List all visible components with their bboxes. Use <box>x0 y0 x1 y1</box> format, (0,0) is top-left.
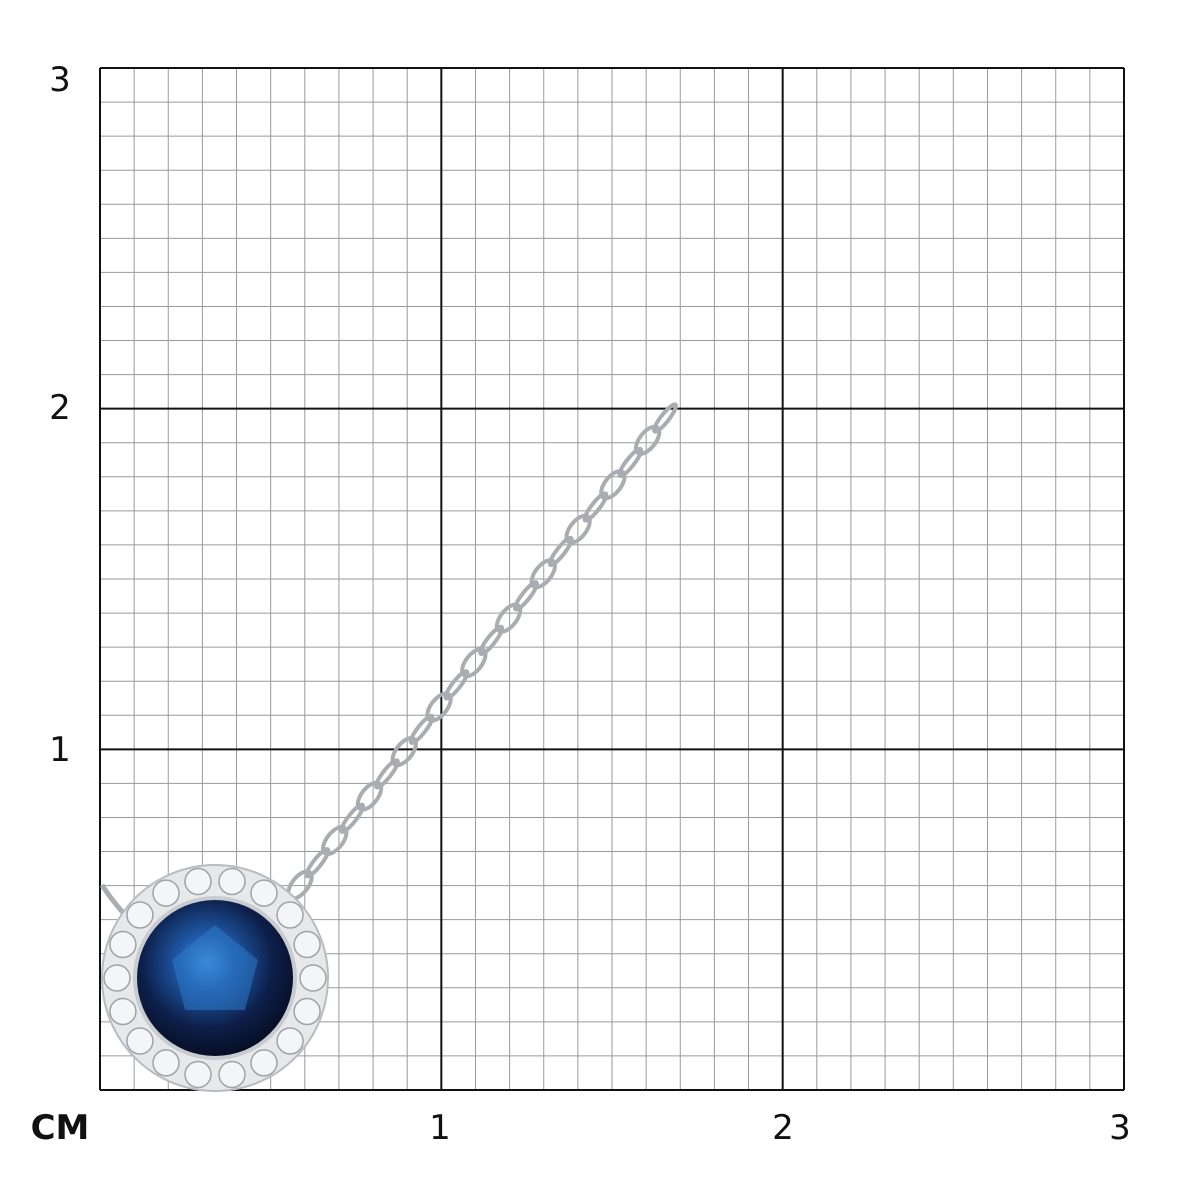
halo-diamond <box>152 1049 180 1077</box>
chain-link <box>355 780 384 812</box>
chain-link <box>425 691 453 723</box>
chain-link <box>443 669 470 701</box>
halo-diamond <box>152 879 180 907</box>
chain-link <box>599 469 627 501</box>
necklace-chain <box>99 402 678 922</box>
halo-diamond <box>109 930 137 959</box>
chain-link <box>547 535 574 568</box>
halo-diamond <box>184 1060 212 1089</box>
chain-link <box>408 713 435 745</box>
x-tick-3: 3 <box>1109 1108 1131 1148</box>
halo-diamond <box>276 901 304 929</box>
unit-label: CM <box>30 1108 90 1148</box>
chain-link <box>390 736 418 768</box>
halo-diamond <box>250 879 278 907</box>
sapphire-halo-pendant <box>101 864 329 1092</box>
y-tick-2: 2 <box>49 388 71 428</box>
chain-link <box>633 424 662 456</box>
chain-link <box>513 580 539 612</box>
chain-link <box>582 491 609 523</box>
y-tick-3: 3 <box>49 60 71 100</box>
chain-link <box>321 824 349 857</box>
halo-diamond <box>184 867 212 896</box>
halo-diamond <box>126 1027 154 1055</box>
halo-diamond <box>218 1060 246 1089</box>
chain-link <box>478 624 505 656</box>
chain-link <box>339 802 366 834</box>
halo-diamond <box>103 964 131 992</box>
x-tick-1: 1 <box>429 1108 451 1148</box>
y-tick-1: 1 <box>49 730 71 770</box>
halo-diamond <box>293 997 321 1026</box>
chain-link <box>564 513 592 545</box>
chain-link <box>373 758 400 790</box>
chain-link <box>494 602 523 634</box>
halo-diamond <box>293 930 321 959</box>
halo-diamond <box>109 997 137 1026</box>
halo-diamond <box>218 867 246 896</box>
halo-diamond <box>276 1027 304 1055</box>
chain-link <box>304 847 331 879</box>
halo-diamond <box>299 964 327 992</box>
chain-link <box>617 446 644 479</box>
halo-diamond <box>126 901 154 929</box>
chain-link <box>652 402 678 434</box>
x-tick-2: 2 <box>772 1108 794 1148</box>
chain-link <box>460 647 488 679</box>
halo-diamond <box>250 1049 278 1077</box>
chain-link <box>529 558 558 590</box>
